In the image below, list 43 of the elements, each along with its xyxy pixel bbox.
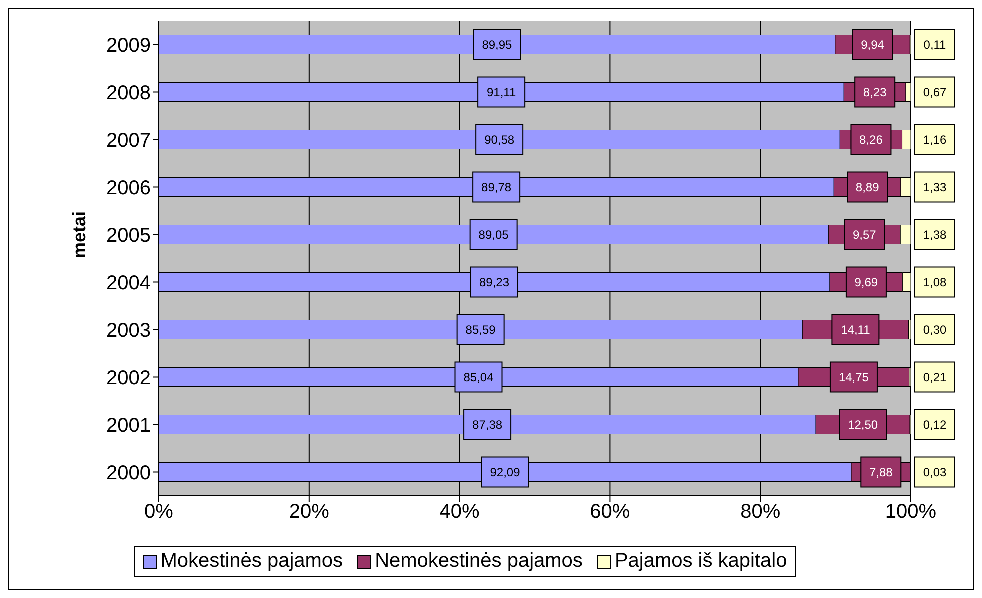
y-tick-label: 2002 xyxy=(106,367,151,390)
x-tick-label: 100% xyxy=(885,501,937,524)
data-label: 0,30 xyxy=(923,322,947,337)
data-label: 1,33 xyxy=(923,180,947,194)
data-label: 89,95 xyxy=(482,38,513,52)
data-label: 85,04 xyxy=(464,370,494,384)
data-label: 85,59 xyxy=(466,322,496,337)
data-label: 89,23 xyxy=(479,275,510,290)
data-label: 90,58 xyxy=(484,132,515,147)
data-label: 89,05 xyxy=(478,228,510,242)
data-label: 12,50 xyxy=(848,418,878,432)
data-label: 1,38 xyxy=(923,228,947,242)
data-label: 0,11 xyxy=(924,38,947,52)
data-label: 92,09 xyxy=(490,465,521,480)
data-label: 14,11 xyxy=(841,322,871,337)
legend-label: Pajamos iš kapitalo xyxy=(614,550,788,573)
x-tick-label: 0% xyxy=(144,501,174,524)
data-label: 0,21 xyxy=(923,370,947,384)
y-tick-label: 2006 xyxy=(106,177,151,200)
y-tick-label: 2003 xyxy=(106,320,151,342)
x-tick-label: 60% xyxy=(590,501,630,524)
y-tick-label: 2009 xyxy=(106,34,151,57)
data-label: 91,11 xyxy=(487,85,516,100)
legend-label: Mokestinės pajamos xyxy=(160,550,344,573)
x-tick-label: 80% xyxy=(740,501,781,524)
data-label: 87,38 xyxy=(472,418,503,432)
y-tick-label: 2007 xyxy=(106,130,151,152)
legend-label: Nemokestinės pajamos xyxy=(374,550,583,573)
data-label: 1,08 xyxy=(923,275,947,290)
data-label: 0,67 xyxy=(923,85,947,100)
y-tick-label: 2005 xyxy=(106,224,151,247)
data-label: 14,75 xyxy=(838,370,870,384)
y-tick-label: 2008 xyxy=(106,82,151,104)
y-tick-label: 2001 xyxy=(106,414,151,437)
data-label: 0,03 xyxy=(923,465,947,480)
y-axis-title: metai xyxy=(69,211,90,258)
x-tick-label: 20% xyxy=(289,501,330,524)
y-tick-label: 2000 xyxy=(106,462,151,484)
data-label: 0,12 xyxy=(923,418,947,432)
data-label: 1,16 xyxy=(923,132,947,147)
x-tick-label: 40% xyxy=(440,501,480,524)
y-tick-label: 2004 xyxy=(106,272,151,294)
data-label: 89,78 xyxy=(482,180,512,194)
